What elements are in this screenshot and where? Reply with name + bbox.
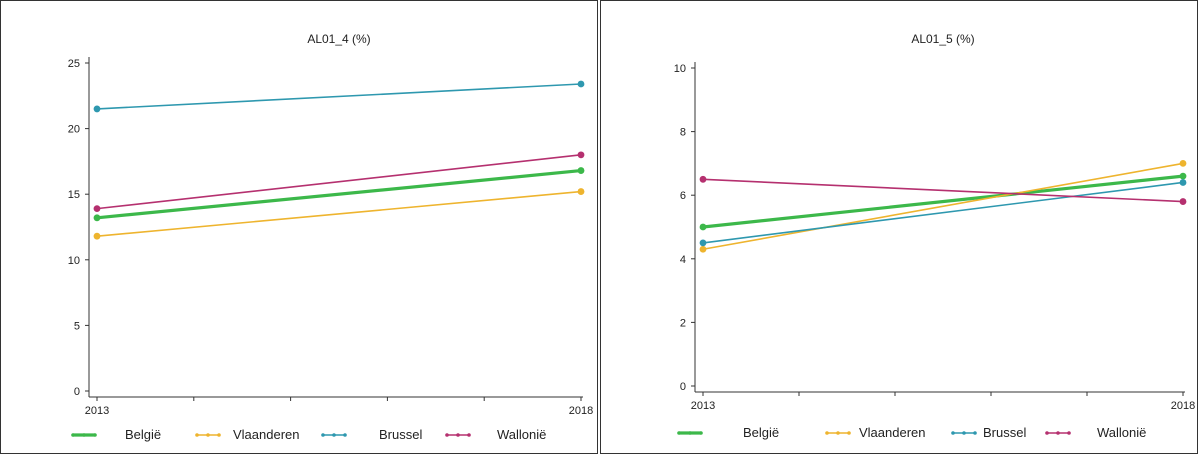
legend-marker <box>1067 431 1071 435</box>
legend-marker <box>206 433 210 437</box>
legend-label: Wallonië <box>497 427 546 442</box>
legend-marker <box>1045 431 1049 435</box>
data-point <box>1179 172 1187 180</box>
x-tick-label: 2013 <box>85 405 109 417</box>
legend-marker <box>836 431 840 435</box>
y-tick-label: 0 <box>74 386 80 398</box>
legend-label: Vlaanderen <box>859 425 926 440</box>
legend-label: België <box>743 425 779 440</box>
legend-label: België <box>125 427 161 442</box>
y-tick-label: 25 <box>68 58 80 70</box>
data-point <box>699 239 707 247</box>
legend-label: Wallonië <box>1097 425 1146 440</box>
y-tick-label: 2 <box>680 317 686 329</box>
data-point <box>1179 160 1187 167</box>
data-point <box>577 167 585 174</box>
series-line-0 <box>702 174 1184 229</box>
legend-marker <box>962 431 966 435</box>
legend-label: Vlaanderen <box>233 427 300 442</box>
legend-marker <box>973 431 977 435</box>
series-line-3 <box>702 178 1184 203</box>
y-tick-label: 15 <box>68 189 80 201</box>
series-line-2 <box>702 181 1184 244</box>
legend-marker <box>82 433 86 437</box>
data-point <box>577 188 585 195</box>
legend-marker <box>456 433 460 437</box>
y-tick-label: 4 <box>680 254 686 266</box>
series-line-1 <box>96 190 582 237</box>
y-tick-label: 0 <box>680 381 686 393</box>
y-tick-label: 8 <box>680 127 686 139</box>
data-point <box>699 245 707 253</box>
line-chart-al01-4: AL01_4 (%) 0 5 10 15 20 25 2013 2018 België Vlaan… <box>68 32 593 442</box>
chart-title: AL01_4 (%) <box>307 32 370 46</box>
data-point <box>577 151 585 159</box>
data-point <box>699 175 707 183</box>
legend-marker <box>1056 431 1060 435</box>
legend-marker <box>951 431 955 435</box>
legend-marker <box>688 431 692 435</box>
line-chart-al01-5: AL01_5 (%) 0 2 4 6 8 10 2013 2018 België Vlaander… <box>674 32 1195 440</box>
data-point <box>699 223 707 231</box>
legend-marker <box>847 431 851 435</box>
legend-marker <box>699 431 703 435</box>
data-point <box>1179 179 1187 186</box>
data-point <box>93 105 101 113</box>
legend-marker <box>321 433 325 437</box>
y-tick-label: 20 <box>68 124 80 136</box>
data-point <box>1179 198 1187 205</box>
legend-marker <box>677 431 681 435</box>
chart-panel-al01-4: AL01_4 (%) 0 5 10 15 20 25 2013 2018 België Vlaan… <box>0 0 598 454</box>
data-point <box>93 214 101 222</box>
x-tick-label: 2018 <box>1171 400 1195 412</box>
legend-marker <box>445 433 449 437</box>
data-point <box>93 232 101 240</box>
chart-title: AL01_5 (%) <box>911 32 974 46</box>
legend-marker <box>467 433 471 437</box>
series-line-3 <box>96 154 582 210</box>
legend-marker <box>825 431 829 435</box>
series-line-2 <box>96 83 582 110</box>
legend-marker <box>195 433 199 437</box>
data-point <box>93 205 101 213</box>
legend-marker <box>343 433 347 437</box>
data-point <box>577 80 585 88</box>
series-line-1 <box>702 162 1184 251</box>
y-tick-label: 10 <box>68 255 80 267</box>
legend-marker <box>217 433 221 437</box>
y-tick-label: 6 <box>680 190 686 202</box>
y-tick-label: 5 <box>74 320 80 332</box>
x-tick-label: 2013 <box>691 400 715 412</box>
chart-panel-al01-5: AL01_5 (%) 0 2 4 6 8 10 2013 2018 België Vlaander… <box>600 0 1198 454</box>
legend-label: Brussel <box>379 427 422 442</box>
legend-marker <box>71 433 75 437</box>
series-line-0 <box>96 168 582 220</box>
legend-marker <box>332 433 336 437</box>
y-tick-label: 10 <box>674 63 686 75</box>
legend-label: Brussel <box>983 425 1026 440</box>
legend-marker <box>93 433 97 437</box>
x-tick-label: 2018 <box>569 405 593 417</box>
